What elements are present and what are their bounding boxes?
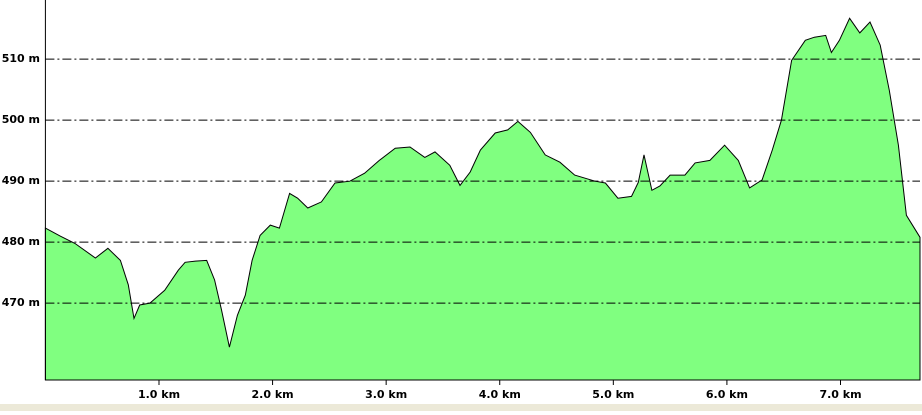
- status-strip: [0, 404, 922, 411]
- x-tick-label: 6.0 km: [706, 388, 748, 401]
- x-tick-label: 4.0 km: [479, 388, 521, 401]
- y-tick-label: 480 m: [2, 235, 40, 248]
- y-tick-label: 490 m: [2, 174, 40, 187]
- y-tick-label: 470 m: [2, 296, 40, 309]
- y-tick-label: 510 m: [2, 52, 40, 65]
- x-tick-label: 3.0 km: [365, 388, 407, 401]
- elevation-area: [44, 17, 921, 381]
- x-tick-label: 2.0 km: [252, 388, 294, 401]
- x-tick-label: 5.0 km: [592, 388, 634, 401]
- x-tick-label: 1.0 km: [138, 388, 180, 401]
- y-tick-label: 500 m: [2, 113, 40, 126]
- x-tick-label: 7.0 km: [819, 388, 861, 401]
